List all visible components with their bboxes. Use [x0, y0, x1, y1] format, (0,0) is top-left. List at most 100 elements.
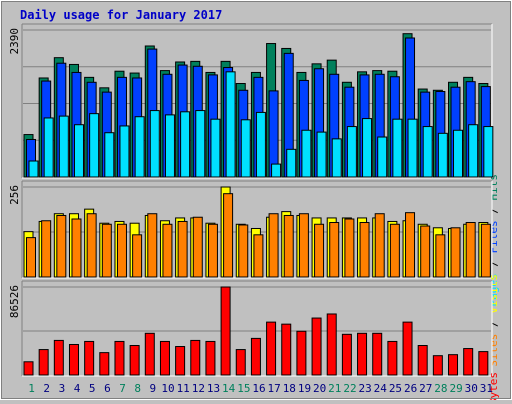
bar-kbytes-day-30	[463, 348, 474, 376]
x-tick-label-day-8: 8	[134, 382, 141, 395]
bar-kbytes-day-25	[387, 340, 398, 376]
bar-pages-day-14	[225, 71, 236, 178]
bar-pages-day-20	[316, 131, 327, 178]
bar-pages-day-13	[210, 118, 221, 178]
bar-kbytes-day-18	[281, 323, 292, 376]
bar-sites-day-19	[298, 213, 309, 278]
bar-pages-day-11	[180, 111, 191, 178]
legend-entry: KBytes	[487, 372, 500, 400]
bar-sites-day-8	[132, 234, 143, 278]
bar-pages-day-5	[89, 113, 100, 178]
bar-kbytes-day-2	[38, 349, 49, 376]
bar-pages-day-28	[437, 132, 448, 178]
x-tick-label-day-28: 28	[434, 382, 447, 395]
bar-pages-day-26	[407, 118, 418, 178]
bar-sites-day-6	[101, 223, 112, 278]
x-tick-label-day-26: 26	[404, 382, 417, 395]
bar-kbytes-day-12	[190, 339, 201, 376]
bar-pages-day-18	[286, 148, 297, 178]
bar-sites-day-22	[344, 218, 355, 278]
x-tick-label-day-22: 22	[343, 382, 356, 395]
bar-sites-day-23	[359, 222, 370, 278]
bar-kbytes-day-5	[84, 340, 95, 376]
x-tick-label-day-10: 10	[161, 382, 174, 395]
bar-sites-day-15	[238, 224, 249, 278]
bar-kbytes-day-10	[159, 340, 170, 376]
bar-kbytes-day-14	[220, 286, 231, 376]
bar-sites-day-28	[435, 234, 446, 278]
bar-sites-day-30	[465, 222, 476, 278]
x-tick-label-day-13: 13	[207, 382, 220, 395]
x-tick-label-day-7: 7	[119, 382, 126, 395]
bar-pages-day-8	[134, 116, 145, 178]
bar-pages-day-19	[301, 129, 312, 178]
bar-kbytes-day-19	[296, 330, 307, 376]
bar-sites-day-11	[177, 220, 188, 278]
bar-pages-day-29	[453, 129, 464, 178]
bar-pages-day-7	[119, 125, 130, 178]
bar-pages-day-25	[392, 118, 403, 178]
x-tick-label-day-21: 21	[328, 382, 341, 395]
x-tick-label-day-27: 27	[419, 382, 432, 395]
x-tick-label-day-20: 20	[313, 382, 326, 395]
bar-kbytes-day-27	[417, 345, 428, 376]
bar-sites-day-14	[223, 193, 234, 278]
bar-sites-day-25	[389, 223, 400, 278]
x-axis-labels: 1 2 3 4 5 6 7 8 9 10 11 12 13 14 15 16 17 18 19 20 21 22 23 24 2…	[28, 382, 493, 395]
bar-sites-day-26	[405, 212, 416, 278]
bar-pages-day-27	[422, 126, 433, 178]
bar-kbytes-day-24	[372, 332, 383, 376]
bar-pages-day-1	[28, 160, 39, 178]
bar-kbytes-day-28	[432, 355, 443, 376]
x-tick-label-day-30: 30	[465, 382, 478, 395]
bar-kbytes-day-21	[326, 313, 337, 376]
bar-pages-day-24	[377, 136, 388, 178]
bar-sites-day-13	[207, 223, 218, 278]
y-max-label: 256	[8, 185, 21, 205]
bar-kbytes-day-8	[129, 345, 140, 376]
x-tick-label-day-3: 3	[59, 382, 66, 395]
bar-kbytes-day-9	[144, 332, 155, 376]
bar-sites-day-18	[283, 214, 294, 278]
x-tick-label-day-15: 15	[237, 382, 250, 395]
bar-sites-day-31	[480, 223, 491, 278]
bar-pages-day-3	[58, 115, 69, 178]
x-tick-label-day-23: 23	[359, 382, 372, 395]
bar-sites-day-17	[268, 213, 279, 278]
x-tick-label-day-16: 16	[252, 382, 265, 395]
bar-sites-day-24	[374, 213, 385, 278]
bar-sites-day-21	[329, 222, 340, 278]
x-tick-label-day-19: 19	[298, 382, 311, 395]
bar-kbytes-day-1	[23, 361, 34, 376]
bar-pages-day-23	[362, 118, 373, 178]
bar-pages-day-22	[346, 126, 357, 178]
bar-kbytes-day-22	[341, 333, 352, 376]
y-max-label: 2390	[8, 28, 21, 55]
bar-sites-day-2	[41, 220, 52, 278]
bar-sites-day-10	[162, 223, 173, 278]
x-tick-label-day-31: 31	[480, 382, 493, 395]
bar-sites-day-12	[192, 216, 203, 278]
bar-sites-day-27	[420, 225, 431, 278]
bar-pages-day-10	[164, 114, 175, 178]
bar-pages-day-16	[255, 111, 266, 178]
bar-pages-day-30	[468, 124, 479, 178]
x-tick-label-day-6: 6	[104, 382, 111, 395]
x-tick-label-day-29: 29	[449, 382, 462, 395]
legend: KBytes	[487, 372, 500, 400]
bar-pages-day-12	[195, 110, 206, 178]
bar-kbytes-day-26	[402, 321, 413, 376]
x-tick-label-day-2: 2	[43, 382, 50, 395]
bar-pages-day-31	[483, 126, 494, 178]
bar-pages-day-4	[73, 124, 84, 178]
chart-title: Daily usage for January 2017	[20, 8, 222, 22]
x-tick-label-day-1: 1	[28, 382, 35, 395]
bar-kbytes-day-11	[175, 346, 186, 376]
bar-kbytes-day-31	[478, 351, 489, 376]
